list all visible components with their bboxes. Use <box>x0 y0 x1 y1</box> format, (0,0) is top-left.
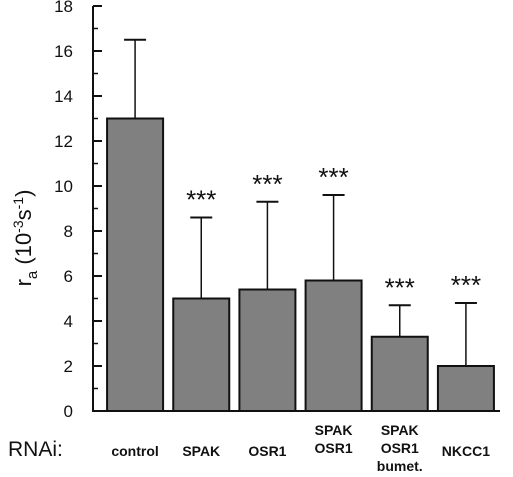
category-label: OSR1 <box>315 440 353 456</box>
significance-label: *** <box>252 169 282 199</box>
significance-label: *** <box>451 270 481 300</box>
significance-label: *** <box>318 162 348 192</box>
bar <box>172 297 231 412</box>
y-tick-label: 18 <box>54 0 73 16</box>
category-label: OSR1 <box>248 443 286 459</box>
y-tick-label: 6 <box>64 267 73 286</box>
y-tick-label: 10 <box>54 177 73 196</box>
y-tick-label: 12 <box>54 132 73 151</box>
bar <box>106 117 165 412</box>
category-label: control <box>111 443 158 459</box>
bar <box>304 279 363 412</box>
y-tick-label: 16 <box>54 42 73 61</box>
significance-label: *** <box>186 185 216 215</box>
bar <box>436 365 495 412</box>
bar <box>370 335 429 412</box>
y-tick-label: 8 <box>64 222 73 241</box>
labels: 0 2 4 6 8 10 12 14 16 18 control *** SPAK *** OSR1 *** S… <box>54 0 490 474</box>
bar <box>238 288 297 412</box>
y-tick-label: 4 <box>64 312 73 331</box>
category-label: SPAK <box>381 422 419 438</box>
bars <box>106 38 495 412</box>
y-tick-label: 2 <box>64 357 73 376</box>
category-label: SPAK <box>315 422 353 438</box>
y-tick-label: 0 <box>64 402 73 421</box>
category-label: NKCC1 <box>442 443 490 459</box>
y-tick-label: 14 <box>54 87 73 106</box>
significance-label: *** <box>385 272 415 302</box>
y-axis-label: ra (10-3s-1) <box>10 190 41 287</box>
rnai-row-label: RNAi: <box>8 438 63 461</box>
category-label: bumet. <box>377 458 423 474</box>
category-label: OSR1 <box>381 440 419 456</box>
category-label: SPAK <box>182 443 220 459</box>
